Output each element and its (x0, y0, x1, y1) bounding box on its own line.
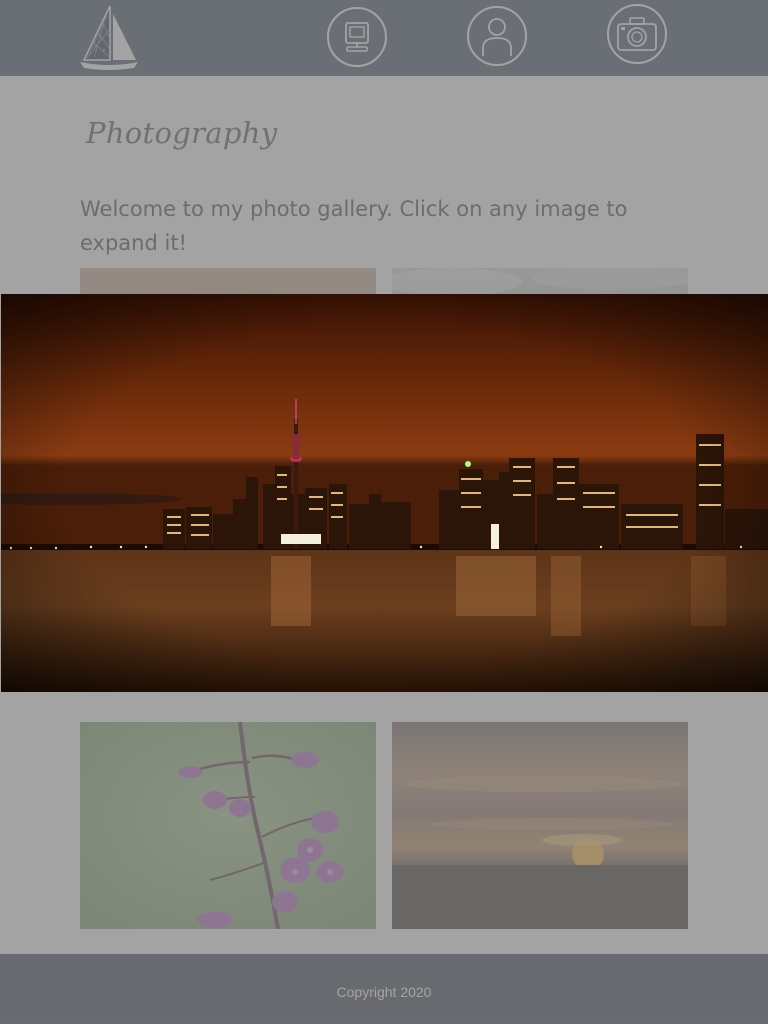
photographer-signature (670, 653, 738, 680)
expanded-image[interactable] (1, 294, 768, 692)
city-skyline-photo (1, 294, 768, 692)
